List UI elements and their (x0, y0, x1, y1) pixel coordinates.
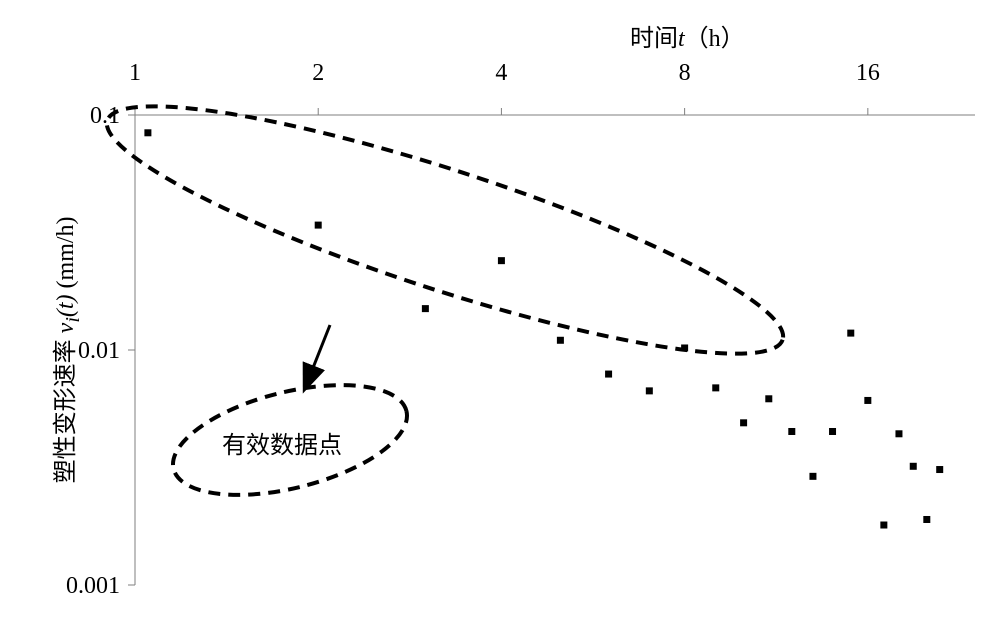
data-point (144, 129, 151, 136)
data-point (809, 473, 816, 480)
data-point (895, 430, 902, 437)
annotations-group (89, 63, 801, 515)
data-point (829, 428, 836, 435)
data-point (765, 395, 772, 402)
data-point (923, 516, 930, 523)
y-tick-label: 0.1 (90, 103, 120, 129)
y-tick-label: 0.01 (78, 338, 120, 364)
data-point (936, 466, 943, 473)
data-point (605, 371, 612, 378)
y-tick-label: 0.001 (66, 573, 120, 599)
annotation-ellipse-large (89, 63, 801, 397)
data-point (557, 337, 564, 344)
data-point (847, 330, 854, 337)
x-tick-label: 16 (856, 60, 880, 86)
annotation-ellipse-small (162, 364, 418, 515)
data-point (910, 463, 917, 470)
x-tick-label: 4 (495, 60, 507, 86)
data-point (864, 397, 871, 404)
data-point (498, 257, 505, 264)
data-point (880, 522, 887, 529)
axes: 1 2 4 8 16 0.1 0.01 0.001 (66, 60, 975, 599)
data-point (740, 419, 747, 426)
data-point (712, 384, 719, 391)
data-point (422, 305, 429, 312)
x-tick-label: 8 (679, 60, 691, 86)
data-points (144, 129, 943, 528)
x-tick-label: 1 (129, 60, 141, 86)
data-point (788, 428, 795, 435)
annotation-arrow (305, 325, 330, 388)
scatter-chart: 1 2 4 8 16 0.1 0.01 0.001 (0, 0, 1000, 640)
data-point (315, 222, 322, 229)
data-point (646, 387, 653, 394)
x-tick-label: 2 (312, 60, 324, 86)
